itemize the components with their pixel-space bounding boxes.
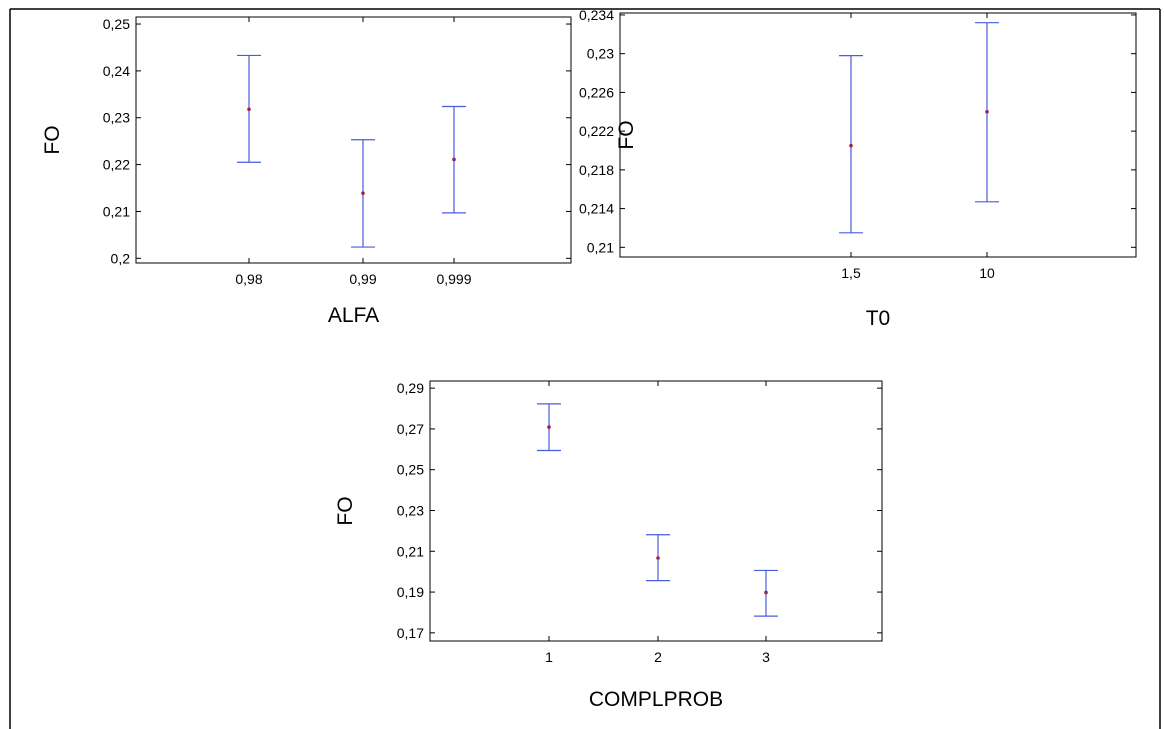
y-tick-label: 0,25 (397, 462, 424, 478)
y-tick-label: 0,22 (103, 157, 130, 173)
y-tick-label: 0,25 (103, 16, 130, 32)
y-axis-label: FO (334, 496, 357, 525)
y-tick-label: 0,226 (579, 84, 614, 100)
x-tick-label: 1,5 (841, 265, 861, 281)
x-tick-label: 0,99 (349, 271, 376, 287)
plot-area (135, 16, 572, 264)
plot-area (619, 12, 1137, 258)
y-tick-label: 0,218 (579, 162, 614, 178)
y-tick-label: 0,21 (587, 239, 614, 255)
mean-point (361, 191, 365, 195)
y-axis-label: FO (41, 125, 64, 154)
x-tick-label: 10 (979, 265, 995, 281)
y-tick-label: 0,214 (579, 201, 614, 217)
mean-point (764, 590, 768, 595)
y-tick-label: 0,23 (103, 110, 130, 126)
chart-alfa: 0,2 0,21 0,22 0,23 0,24 0,25 0,98 0,99 0,999 FO AL… (41, 16, 572, 327)
x-tick-label: 2 (654, 649, 662, 665)
mean-point (656, 556, 660, 560)
x-tick-label: 1 (545, 649, 553, 665)
x-axis-label: ALFA (328, 304, 379, 327)
mean-point (985, 109, 989, 114)
x-tick-label: 0,999 (436, 271, 471, 287)
mean-point (849, 143, 853, 148)
x-axis-label: T0 (866, 307, 891, 330)
y-tick-label: 0,222 (579, 123, 614, 139)
x-tick-label: 3 (762, 649, 770, 665)
plot-area (429, 380, 883, 642)
y-tick-label: 0,23 (397, 502, 424, 518)
y-axis-label: FO (615, 120, 638, 149)
y-tick-label: 0,29 (397, 380, 424, 396)
y-tick-label: 0,23 (587, 46, 614, 62)
y-tick-label: 0,24 (103, 63, 130, 79)
y-tick-label: 0,2 (111, 250, 131, 266)
mean-point (547, 425, 551, 429)
y-tick-label: 0,19 (397, 584, 424, 600)
y-tick-label: 0,27 (397, 421, 424, 437)
y-tick-label: 0,234 (579, 7, 614, 23)
x-axis-label: COMPLPROB (589, 688, 723, 711)
x-tick-label: 0,98 (235, 271, 262, 287)
mean-point (247, 107, 251, 112)
y-tick-label: 0,17 (397, 625, 424, 641)
mean-point (452, 157, 456, 162)
chart-t0: 0,21 0,214 0,218 0,222 0,226 0,23 0,234 1,5 10 FO… (579, 7, 1137, 330)
chart-complprob: 0,17 0,19 0,21 0,23 0,25 0,27 0,29 1 2 3 FO COMPLPR… (334, 380, 883, 711)
y-tick-label: 0,21 (397, 543, 424, 559)
y-tick-label: 0,21 (103, 203, 130, 219)
